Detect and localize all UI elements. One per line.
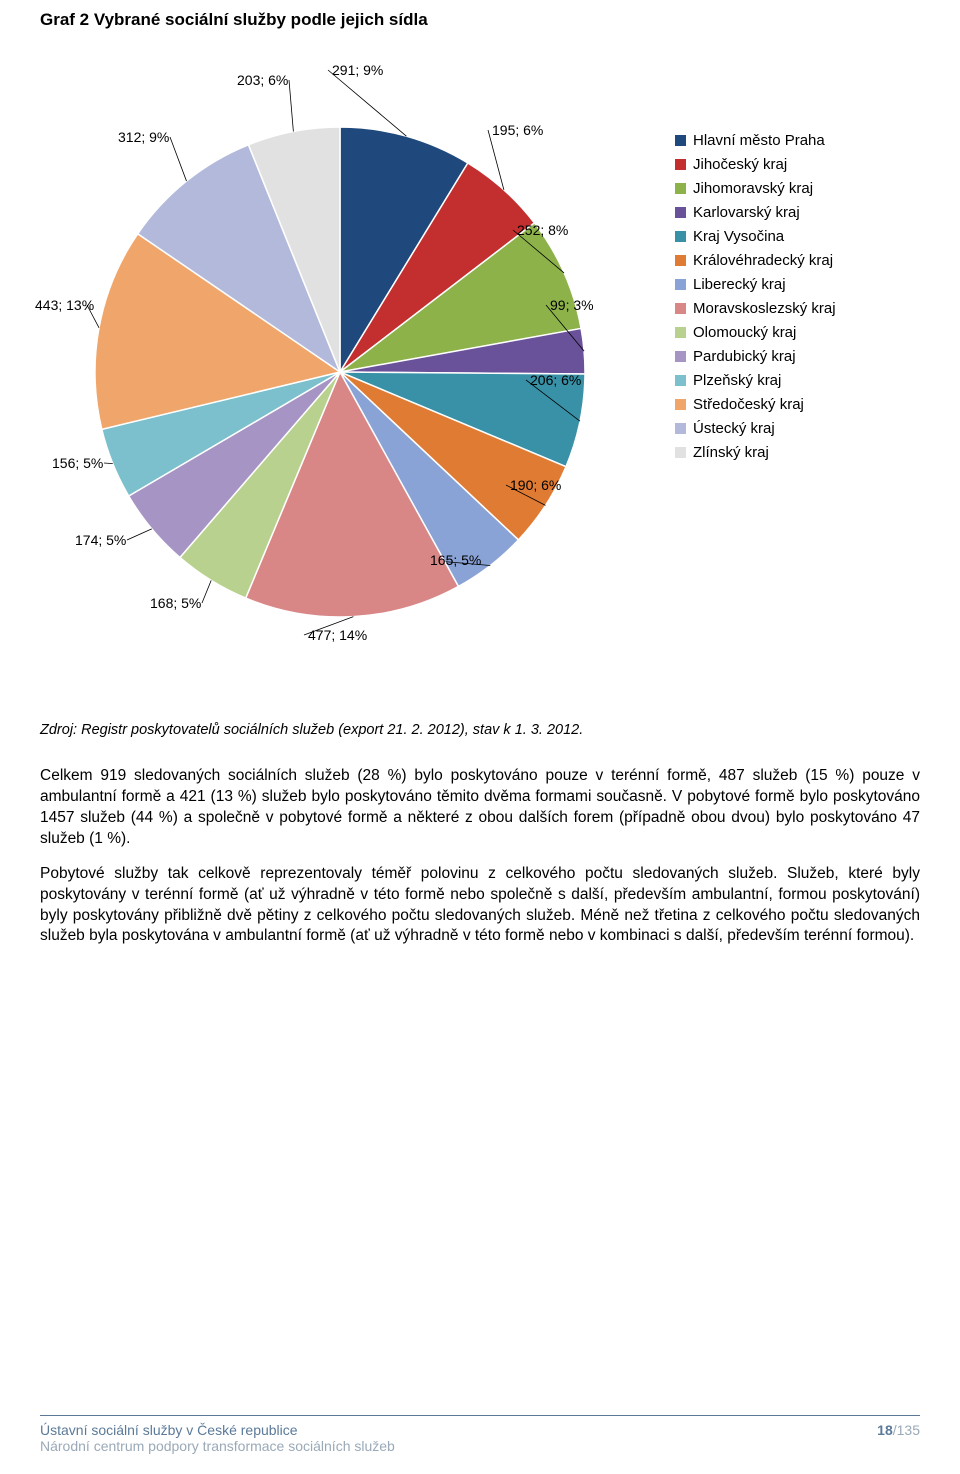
legend-label: Olomoucký kraj xyxy=(693,324,796,341)
legend-swatch xyxy=(675,159,686,170)
legend-item: Moravskoslezský kraj xyxy=(675,300,836,317)
data-label: 252; 8% xyxy=(517,222,568,238)
legend-swatch xyxy=(675,135,686,146)
legend-item: Jihomoravský kraj xyxy=(675,180,836,197)
page-number: 18/135 xyxy=(877,1422,920,1438)
data-label: 291; 9% xyxy=(332,62,383,78)
leader-line xyxy=(202,580,211,603)
legend-swatch xyxy=(675,207,686,218)
data-label: 206; 6% xyxy=(530,372,581,388)
legend-swatch xyxy=(675,231,686,242)
legend-label: Pardubický kraj xyxy=(693,348,796,365)
data-label: 203; 6% xyxy=(237,72,288,88)
footer-subtitle: Národní centrum podpory transformace soc… xyxy=(40,1438,920,1454)
legend-label: Karlovarský kraj xyxy=(693,204,800,221)
page-number-total: /135 xyxy=(893,1422,920,1438)
leader-line xyxy=(328,70,406,136)
leader-line xyxy=(127,529,152,540)
legend-item: Královéhradecký kraj xyxy=(675,252,836,269)
legend-swatch xyxy=(675,351,686,362)
data-label: 312; 9% xyxy=(118,129,169,145)
data-label: 174; 5% xyxy=(75,532,126,548)
legend-item: Plzeňský kraj xyxy=(675,372,836,389)
legend-item: Ústecký kraj xyxy=(675,420,836,437)
page-footer: Ústavní sociální služby v České republic… xyxy=(40,1415,920,1454)
legend-item: Středočeský kraj xyxy=(675,396,836,413)
legend-item: Hlavní město Praha xyxy=(675,132,836,149)
legend-item: Pardubický kraj xyxy=(675,348,836,365)
data-label: 168; 5% xyxy=(150,595,201,611)
data-label: 195; 6% xyxy=(492,122,543,138)
legend-label: Královéhradecký kraj xyxy=(693,252,833,269)
legend-label: Liberecký kraj xyxy=(693,276,786,293)
footer-rule xyxy=(40,1415,920,1416)
body-paragraph: Celkem 919 sledovaných sociálních služeb… xyxy=(40,766,920,850)
leader-line xyxy=(104,463,113,464)
leader-line xyxy=(289,80,293,131)
legend-swatch xyxy=(675,327,686,338)
data-label: 156; 5% xyxy=(52,455,103,471)
data-label: 477; 14% xyxy=(308,627,367,643)
pie-chart-area: 291; 9% 195; 6% 252; 8% 99; 3% 206; 6% 190; 6… xyxy=(40,42,920,702)
legend-swatch xyxy=(675,447,686,458)
legend-swatch xyxy=(675,183,686,194)
leader-line xyxy=(170,137,186,181)
legend-swatch xyxy=(675,423,686,434)
legend-label: Středočeský kraj xyxy=(693,396,804,413)
legend-swatch xyxy=(675,303,686,314)
legend-item: Jihočeský kraj xyxy=(675,156,836,173)
legend-label: Moravskoslezský kraj xyxy=(693,300,836,317)
data-label: 99; 3% xyxy=(550,297,594,313)
legend-item: Zlínský kraj xyxy=(675,444,836,461)
legend-item: Olomoucký kraj xyxy=(675,324,836,341)
legend-swatch xyxy=(675,255,686,266)
data-label: 190; 6% xyxy=(510,477,561,493)
legend-label: Jihočeský kraj xyxy=(693,156,787,173)
legend-label: Zlínský kraj xyxy=(693,444,769,461)
chart-source: Zdroj: Registr poskytovatelů sociálních … xyxy=(40,722,920,738)
legend-swatch xyxy=(675,279,686,290)
legend-item: Kraj Vysočina xyxy=(675,228,836,245)
data-label: 165; 5% xyxy=(430,552,481,568)
footer-title: Ústavní sociální služby v České republic… xyxy=(40,1422,298,1438)
legend-label: Kraj Vysočina xyxy=(693,228,784,245)
body-paragraph: Pobytové služby tak celkově reprezentova… xyxy=(40,864,920,948)
legend-item: Liberecký kraj xyxy=(675,276,836,293)
legend-label: Jihomoravský kraj xyxy=(693,180,813,197)
legend-label: Plzeňský kraj xyxy=(693,372,781,389)
legend-item: Karlovarský kraj xyxy=(675,204,836,221)
legend-swatch xyxy=(675,375,686,386)
data-label: 443; 13% xyxy=(35,297,94,313)
chart-legend: Hlavní město Praha Jihočeský kraj Jihomora… xyxy=(675,132,836,468)
chart-title: Graf 2 Vybrané sociální služby podle jej… xyxy=(40,0,920,42)
legend-label: Hlavní město Praha xyxy=(693,132,825,149)
legend-swatch xyxy=(675,399,686,410)
legend-label: Ústecký kraj xyxy=(693,420,775,437)
page-number-current: 18 xyxy=(877,1422,893,1438)
